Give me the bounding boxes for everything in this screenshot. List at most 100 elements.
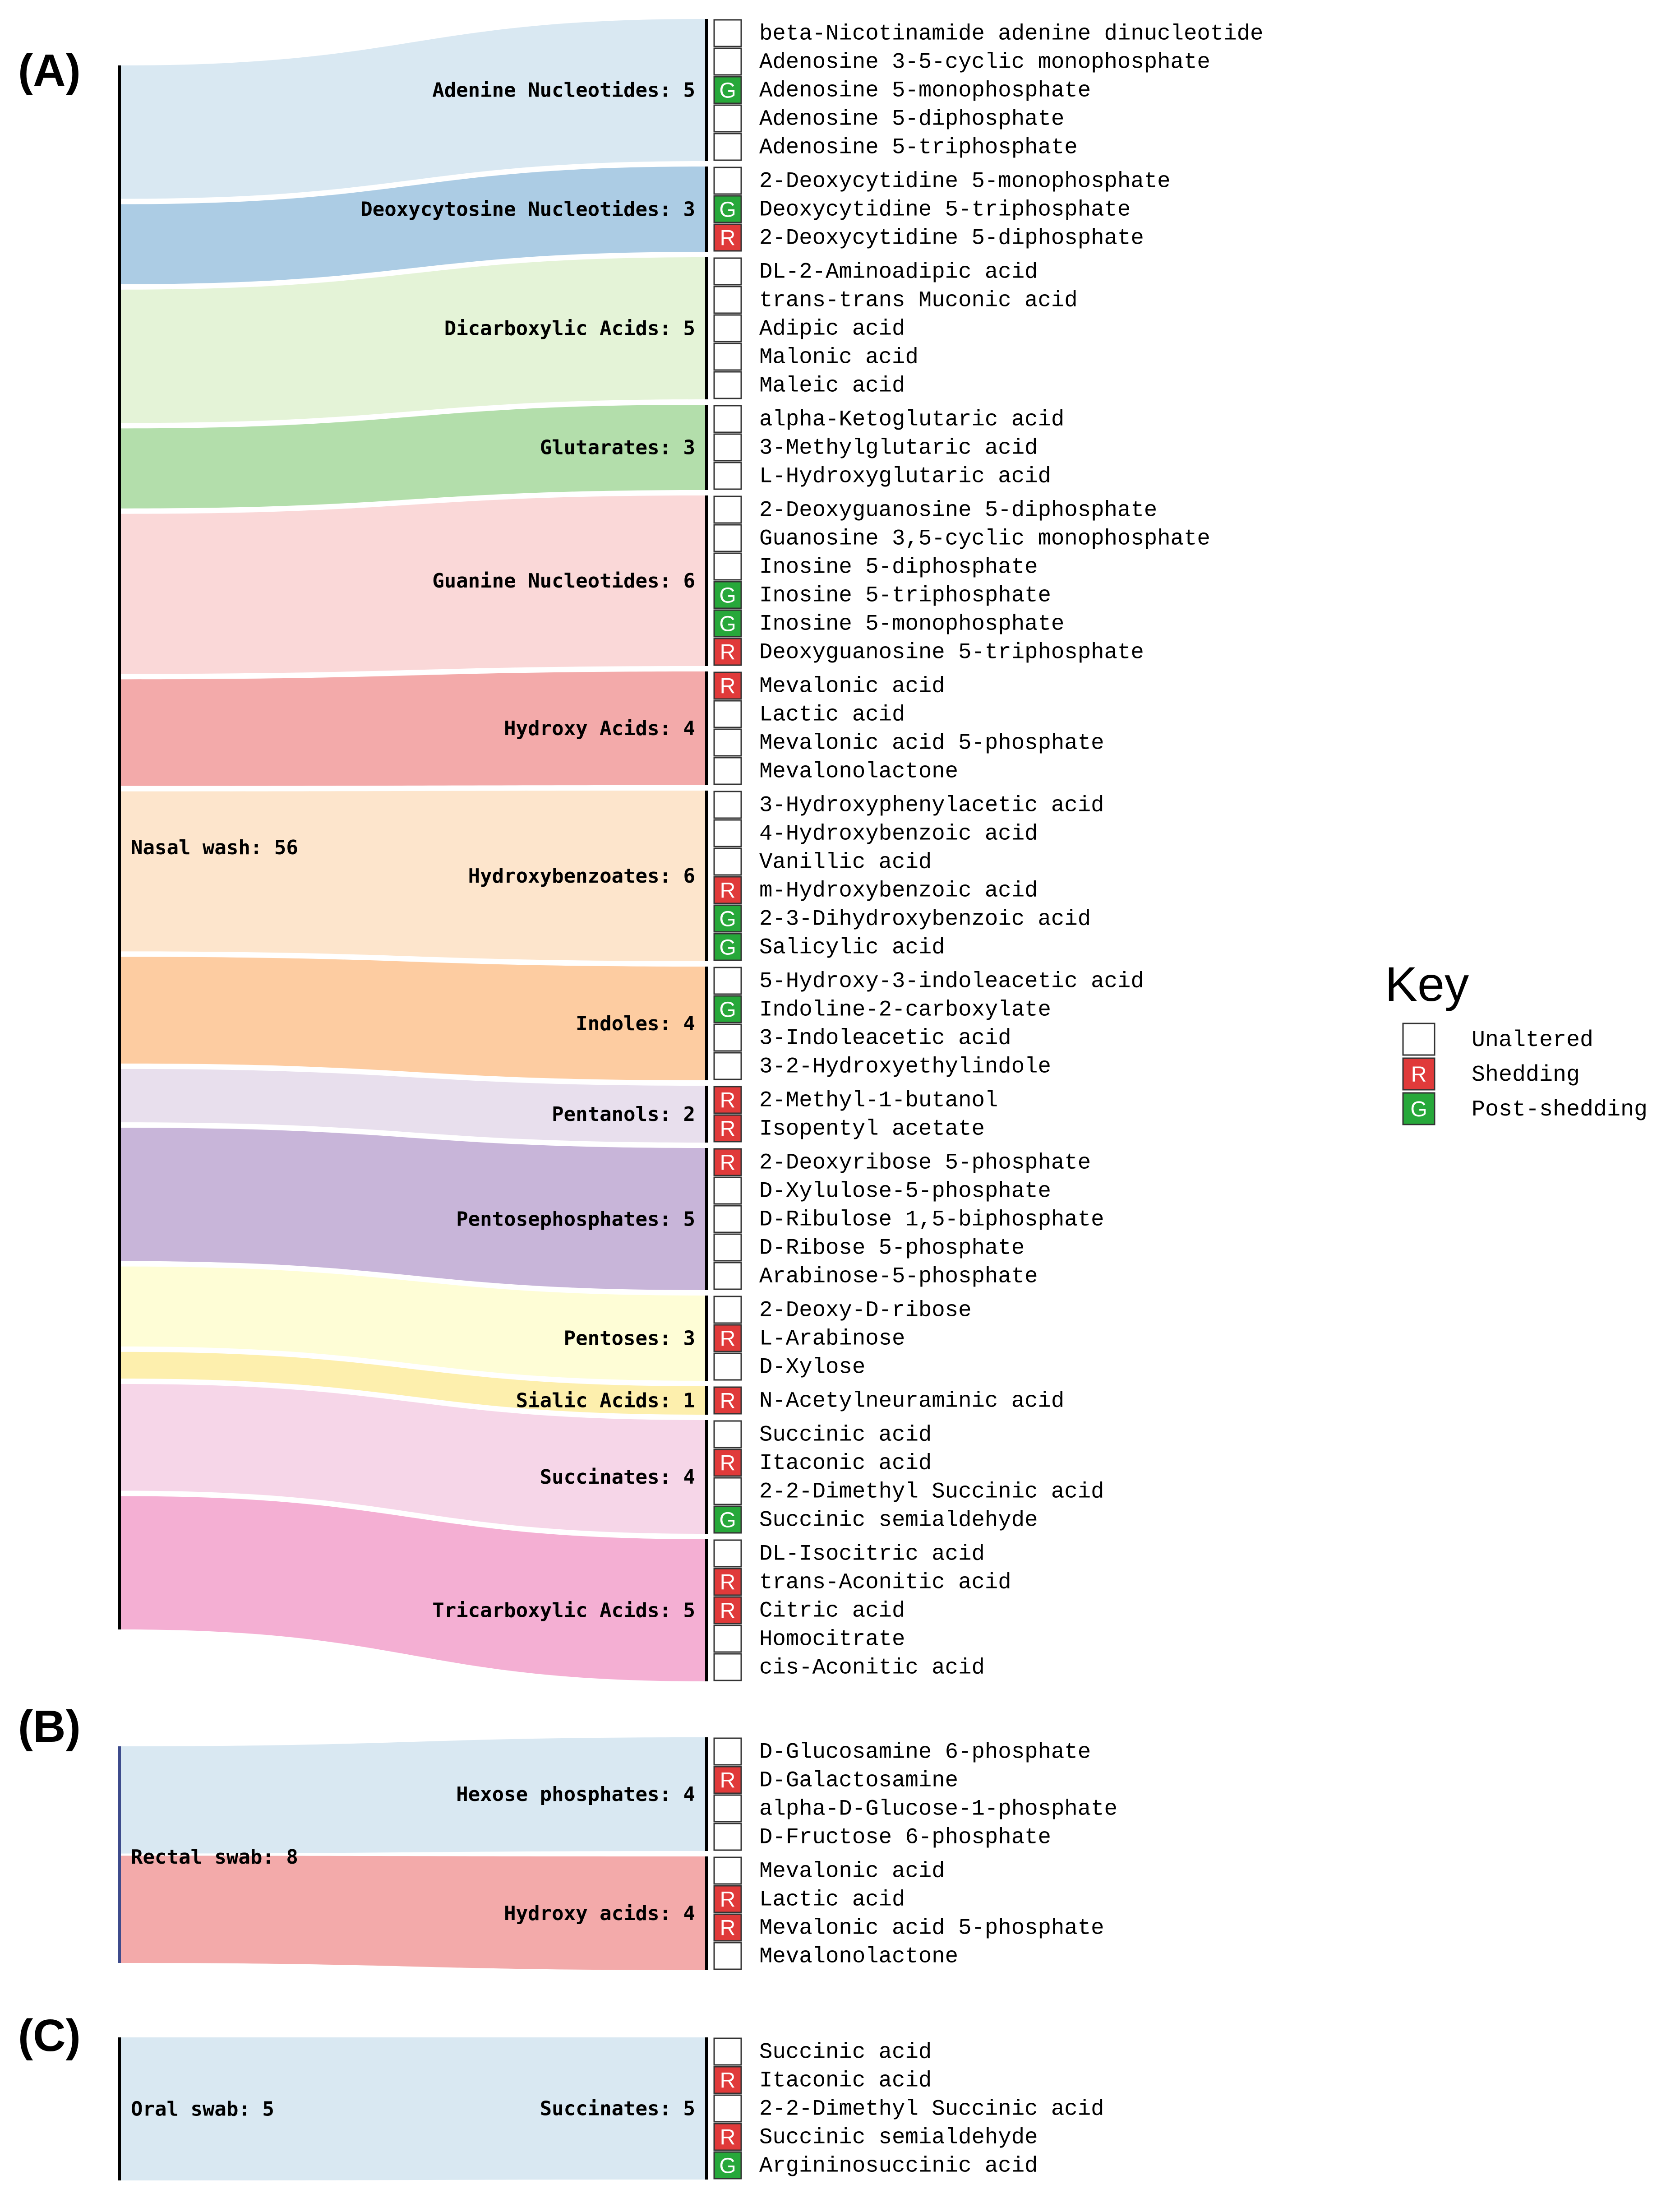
- shedding-mark: [713, 876, 742, 904]
- metabolite-item: Vanillic acid: [713, 847, 932, 876]
- shedding-mark: [713, 1386, 742, 1415]
- metabolite-item: R 2-Deoxyribose 5-phosphate: [713, 1148, 1091, 1176]
- metabolite-name: Mevalonic acid 5-phosphate: [759, 731, 1104, 756]
- metabolite-item: G Inosine 5-monophosphate: [713, 609, 1064, 638]
- flow-indoles: [121, 957, 705, 1080]
- metabolite-name: Salicylic acid: [759, 935, 945, 960]
- unaltered-mark: [713, 314, 742, 342]
- shedding-mark: [713, 1148, 742, 1176]
- unaltered-mark: [713, 433, 742, 462]
- metabolite-item: 3-Indoleacetic acid: [713, 1023, 1011, 1052]
- metabolite-name: Itaconic acid: [759, 2068, 932, 2093]
- category-node-bar: [705, 1086, 708, 1143]
- category-label: Hydroxy acids: 4: [504, 1902, 695, 1925]
- shedding-mark: [713, 2066, 742, 2094]
- category-label: Succinates: 5: [540, 2097, 695, 2120]
- shedding-mark: [713, 1766, 742, 1794]
- shedding-mark: [713, 1596, 742, 1624]
- status-letter: R: [720, 879, 736, 903]
- metabolite-item: R Citric acid: [713, 1596, 905, 1624]
- status-letter: R: [720, 1117, 736, 1141]
- category-label: Hydroxy Acids: 4: [504, 717, 695, 740]
- unaltered-mark: [713, 1737, 742, 1766]
- status-letter: R: [720, 1888, 736, 1912]
- metabolite-name: Itaconic acid: [759, 1451, 932, 1476]
- status-letter: G: [719, 1509, 736, 1532]
- category-node-bar: [705, 671, 708, 785]
- flows: [121, 2037, 705, 2180]
- category-node-bar: [705, 405, 708, 490]
- metabolite-name: D-Fructose 6-phosphate: [759, 1825, 1051, 1850]
- unaltered-mark: [713, 2037, 742, 2066]
- unaltered-mark: [713, 1296, 742, 1324]
- unaltered-mark: [1402, 1023, 1435, 1056]
- metabolite-item: R Lactic acid: [713, 1885, 905, 1913]
- metabolite-name: Mevalonic acid: [759, 1859, 945, 1884]
- metabolite-name: Inosine 5-diphosphate: [759, 555, 1038, 580]
- metabolite-item: Mevalonic acid 5-phosphate: [713, 728, 1104, 757]
- unaltered-mark: [713, 257, 742, 286]
- unaltered-mark: [713, 1233, 742, 1262]
- category-node-bar: [705, 1539, 708, 1681]
- metabolite-item: trans-trans Muconic acid: [713, 286, 1078, 314]
- metabolite-item: Adenosine 5-triphosphate: [713, 133, 1078, 161]
- metabolite-item: G 2-3-Dihydroxybenzoic acid: [713, 904, 1091, 933]
- source-node-bar: [118, 2037, 121, 2180]
- metabolite-name: Guanosine 3,5-cyclic monophosphate: [759, 526, 1210, 551]
- unaltered-mark: [713, 791, 742, 819]
- metabolite-item: R N-Acetylneuraminic acid: [713, 1386, 1064, 1415]
- unaltered-mark: [713, 728, 742, 757]
- key-label: Post-shedding: [1472, 1097, 1648, 1123]
- metabolite-name: L-Arabinose: [759, 1326, 905, 1351]
- metabolite-item: R Mevalonic acid 5-phosphate: [713, 1913, 1104, 1942]
- unaltered-mark: [713, 462, 742, 490]
- flow-tricarboxylic-acids: [121, 1496, 705, 1681]
- metabolite-name: 2-Deoxycytidine 5-monophosphate: [759, 169, 1171, 194]
- metabolite-item: beta-Nicotinamide adenine dinucleotide: [713, 19, 1263, 47]
- flow-sialic-acids: [121, 1351, 705, 1415]
- metabolite-item: Inosine 5-diphosphate: [713, 552, 1038, 581]
- unaltered-mark: [713, 19, 742, 47]
- unaltered-mark: [713, 552, 742, 581]
- flow-guanine-nucleotides: [121, 495, 705, 674]
- status-letter: G: [719, 2154, 736, 2178]
- unaltered-mark: [713, 1352, 742, 1381]
- flow-hydroxy-acids: [121, 1856, 705, 1970]
- metabolite-item: Succinic acid: [713, 2037, 932, 2066]
- metabolite-name: alpha-Ketoglutaric acid: [759, 407, 1064, 432]
- shedding-mark: [713, 223, 742, 252]
- status-letter: G: [719, 584, 736, 608]
- category-label: Pentoses: 3: [564, 1327, 695, 1350]
- metabolite-name: Adenosine 5-triphosphate: [759, 135, 1078, 160]
- metabolite-item: 3-Methylglutaric acid: [713, 433, 1038, 462]
- panel-label: (A): [18, 45, 81, 96]
- category-node-bar: [705, 1386, 708, 1415]
- flow-succinates: [121, 1384, 705, 1534]
- metabolite-name: Mevalonic acid: [759, 674, 945, 699]
- metabolite-name: Deoxycytidine 5-triphosphate: [759, 197, 1131, 222]
- metabolite-name: Succinic acid: [759, 2040, 932, 2065]
- metabolite-name: 5-Hydroxy-3-indoleacetic acid: [759, 969, 1144, 994]
- metabolite-name: beta-Nicotinamide adenine dinucleotide: [759, 21, 1263, 46]
- post-shedding-mark: [713, 581, 742, 609]
- metabolite-item: Mevalonolactone: [713, 1942, 958, 1970]
- metabolite-name: Lactic acid: [759, 702, 905, 727]
- post-shedding-mark: [713, 2151, 742, 2180]
- metabolite-name: D-Xylulose-5-phosphate: [759, 1179, 1051, 1204]
- metabolite-name: DL-Isocitric acid: [759, 1541, 985, 1567]
- unaltered-mark: [713, 495, 742, 524]
- source-label: Rectal swab: 8: [131, 1846, 298, 1869]
- metabolite-item: Malonic acid: [713, 342, 918, 371]
- metabolite-name: 2-2-Dimethyl Succinic acid: [759, 2097, 1104, 2122]
- metabolite-name: 3-2-Hydroxyethylindole: [759, 1054, 1051, 1079]
- metabolite-item: R Itaconic acid: [713, 1449, 932, 1477]
- metabolite-name: 2-2-Dimethyl Succinic acid: [759, 1479, 1104, 1504]
- metabolite-name: Lactic acid: [759, 1887, 905, 1912]
- unaltered-mark: [713, 133, 742, 161]
- metabolite-item: G Adenosine 5-monophosphate: [713, 76, 1091, 104]
- unaltered-mark: [713, 967, 742, 995]
- category-nodes: Adenine Nucleotides: 5 beta-Nicotinamide …: [360, 19, 1263, 1681]
